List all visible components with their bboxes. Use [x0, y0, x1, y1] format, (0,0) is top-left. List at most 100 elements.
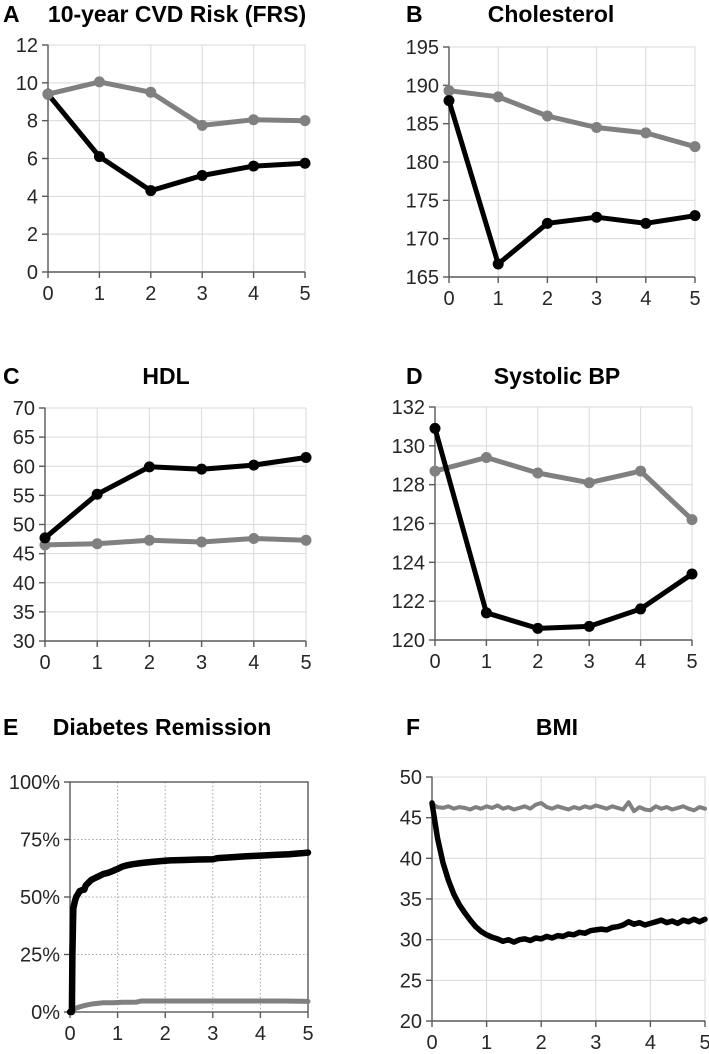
panel-e-diabetes-remission: E Diabetes Remission 0% 25% 50% 75% 100% 0 1 2 3… — [0, 702, 355, 1054]
svg-text:30: 30 — [400, 930, 422, 952]
svg-text:132: 132 — [392, 399, 425, 419]
svg-text:2: 2 — [542, 288, 553, 310]
svg-text:100%: 100% — [9, 772, 60, 794]
svg-text:3: 3 — [591, 288, 602, 310]
svg-text:25: 25 — [400, 970, 422, 992]
svg-text:3: 3 — [590, 1032, 601, 1053]
svg-text:4: 4 — [635, 651, 646, 673]
svg-text:3: 3 — [196, 652, 207, 674]
svg-text:130: 130 — [392, 436, 425, 458]
svg-text:5: 5 — [699, 1032, 709, 1053]
panel-title: HDL — [142, 363, 190, 389]
svg-text:5: 5 — [686, 651, 697, 673]
panel-c-hdl: C HDL 30 35 40 45 50 55 60 65 70 0 1 2 3 4 5 — [0, 351, 355, 702]
panel-b-cholesterol: B Cholesterol 165 170 175 180 185 190 195 0 1 2 3 4… — [355, 0, 709, 351]
svg-text:124: 124 — [392, 552, 425, 574]
systolic-bp-chart: 120 122 124 126 128 130 132 0 1 2 3 4 5 — [392, 399, 698, 673]
svg-text:40: 40 — [400, 848, 422, 870]
svg-text:0: 0 — [27, 262, 38, 284]
svg-text:2: 2 — [27, 224, 38, 246]
svg-text:4: 4 — [27, 186, 38, 208]
svg-text:30: 30 — [13, 631, 35, 653]
svg-text:175: 175 — [406, 190, 439, 212]
svg-text:0: 0 — [39, 652, 50, 674]
svg-text:5: 5 — [302, 1023, 313, 1045]
svg-text:120: 120 — [392, 630, 425, 652]
panel-label: A — [3, 1, 20, 27]
svg-text:0: 0 — [42, 283, 53, 305]
svg-text:45: 45 — [13, 544, 35, 566]
svg-text:4: 4 — [255, 1023, 266, 1045]
svg-text:35: 35 — [13, 602, 35, 624]
svg-text:65: 65 — [13, 427, 35, 449]
svg-text:126: 126 — [392, 514, 425, 536]
svg-text:5: 5 — [300, 652, 311, 674]
svg-text:0: 0 — [443, 288, 454, 310]
svg-text:1: 1 — [112, 1023, 123, 1045]
svg-text:40: 40 — [13, 573, 35, 595]
svg-text:0: 0 — [426, 1032, 437, 1053]
svg-text:190: 190 — [406, 75, 439, 97]
svg-text:195: 195 — [406, 37, 439, 59]
panel-title: Cholesterol — [487, 1, 615, 27]
svg-text:4: 4 — [248, 283, 259, 305]
svg-text:122: 122 — [392, 591, 425, 613]
svg-text:180: 180 — [406, 152, 439, 174]
panel-title: 10-year CVD Risk (FRS) — [47, 1, 307, 27]
panel-title: Systolic BP — [493, 363, 621, 389]
svg-text:1: 1 — [481, 1032, 492, 1053]
svg-text:0%: 0% — [31, 1002, 60, 1024]
svg-text:10: 10 — [16, 73, 38, 95]
svg-text:50%: 50% — [20, 887, 60, 909]
svg-text:70: 70 — [13, 399, 35, 420]
svg-text:3: 3 — [584, 651, 595, 673]
svg-text:4: 4 — [640, 288, 651, 310]
svg-text:25%: 25% — [20, 945, 60, 967]
panel-a-cvd-risk: A 10-year CVD Risk (FRS) 0 2 4 6 8 10 12 0 1 2 3 4 5 — [0, 0, 355, 351]
svg-text:1: 1 — [481, 651, 492, 673]
svg-text:2: 2 — [160, 1023, 171, 1045]
svg-text:4: 4 — [248, 652, 259, 674]
panel-label: D — [406, 363, 423, 389]
svg-text:3: 3 — [197, 283, 208, 305]
svg-text:128: 128 — [392, 475, 425, 497]
panel-label: F — [406, 714, 421, 740]
panel-label: B — [406, 1, 423, 27]
svg-text:6: 6 — [27, 149, 38, 171]
svg-text:8: 8 — [27, 111, 38, 133]
panel-f-bmi: F BMI 20 25 30 35 40 45 50 0 1 2 3 4 5 — [355, 702, 709, 1054]
panel-title: BMI — [535, 714, 579, 740]
svg-text:2: 2 — [532, 651, 543, 673]
svg-text:1: 1 — [92, 652, 103, 674]
svg-text:60: 60 — [13, 456, 35, 478]
svg-text:2: 2 — [144, 652, 155, 674]
panel-label: E — [3, 714, 19, 740]
svg-text:2: 2 — [145, 283, 156, 305]
svg-text:50: 50 — [13, 515, 35, 537]
svg-text:2: 2 — [536, 1032, 547, 1053]
svg-text:50: 50 — [400, 767, 422, 789]
svg-text:5: 5 — [299, 283, 310, 305]
diabetes-remission-chart: 0% 25% 50% 75% 100% 0 1 2 3 4 5 — [9, 772, 314, 1045]
svg-text:0: 0 — [64, 1023, 75, 1045]
svg-text:185: 185 — [406, 114, 439, 136]
svg-text:45: 45 — [400, 808, 422, 830]
svg-text:20: 20 — [400, 1011, 422, 1033]
svg-text:1: 1 — [493, 288, 504, 310]
svg-text:170: 170 — [406, 229, 439, 251]
svg-text:165: 165 — [406, 267, 439, 289]
panel-label: C — [3, 363, 20, 389]
svg-text:5: 5 — [689, 288, 700, 310]
panel-title: Diabetes Remission — [52, 714, 272, 740]
cholesterol-chart: 165 170 175 180 185 190 195 0 1 2 3 4 5 — [406, 37, 701, 310]
svg-text:1: 1 — [94, 283, 105, 305]
svg-text:75%: 75% — [20, 830, 60, 852]
svg-text:55: 55 — [13, 485, 35, 507]
svg-text:0: 0 — [429, 651, 440, 673]
svg-text:35: 35 — [400, 889, 422, 911]
